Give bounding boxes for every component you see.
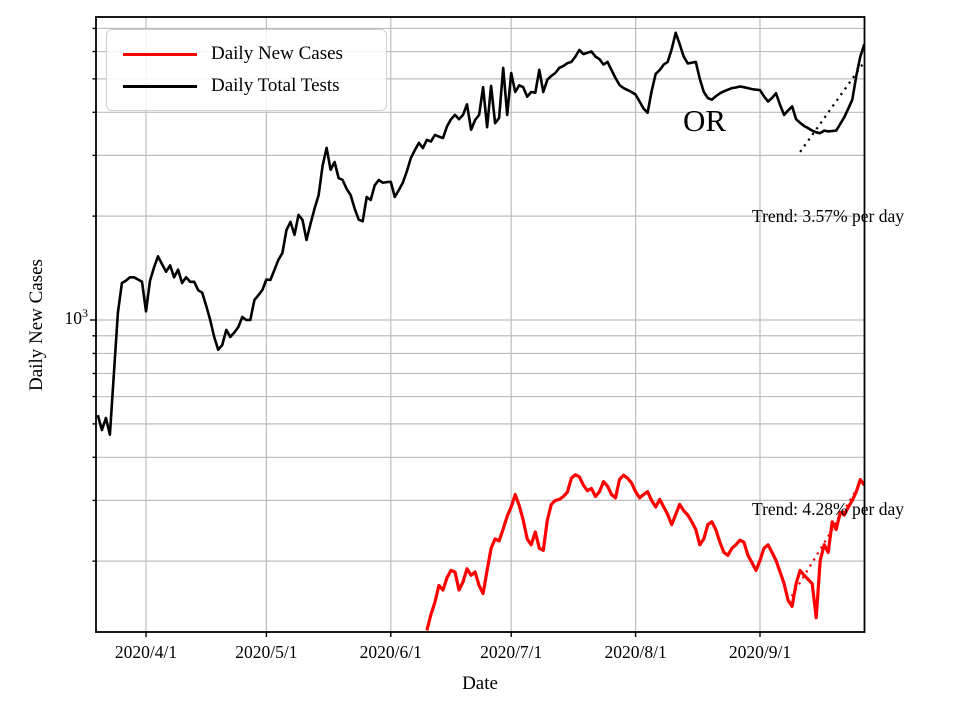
legend-entry-tests: Daily Total Tests — [123, 75, 386, 97]
x-tick-label: 2020/8/1 — [604, 642, 666, 662]
trend-dotted-line — [799, 61, 865, 153]
x-tick-label: 2020/7/1 — [480, 642, 542, 662]
x-tick-label: 2020/9/1 — [729, 642, 791, 662]
legend-line-swatch-black — [123, 84, 197, 88]
state-annotation: OR — [683, 103, 727, 138]
series-line-daily-new-cases — [425, 473, 865, 631]
series-line-daily-total-tests — [96, 31, 865, 437]
x-tick-label: 2020/6/1 — [360, 642, 422, 662]
y-axis-label: Daily New Cases — [26, 259, 47, 391]
x-axis-label: Date — [462, 673, 498, 694]
y-axis-major-tick-label: 103 — [64, 306, 89, 328]
legend-line-swatch-red — [123, 52, 197, 56]
legend-label: Daily Total Tests — [211, 75, 340, 96]
x-tick-label: 2020/5/1 — [235, 642, 297, 662]
cases-trend-label: Trend: 4.28% per day — [752, 499, 904, 519]
x-tick-label: 2020/4/1 — [115, 642, 177, 662]
legend-label: Daily New Cases — [211, 43, 343, 64]
plot-border — [95, 16, 866, 633]
legend-entry-cases: Daily New Cases — [123, 43, 386, 65]
legend: Daily New Cases Daily Total Tests — [106, 29, 387, 111]
tests-trend-label: Trend: 3.57% per day — [752, 206, 904, 226]
